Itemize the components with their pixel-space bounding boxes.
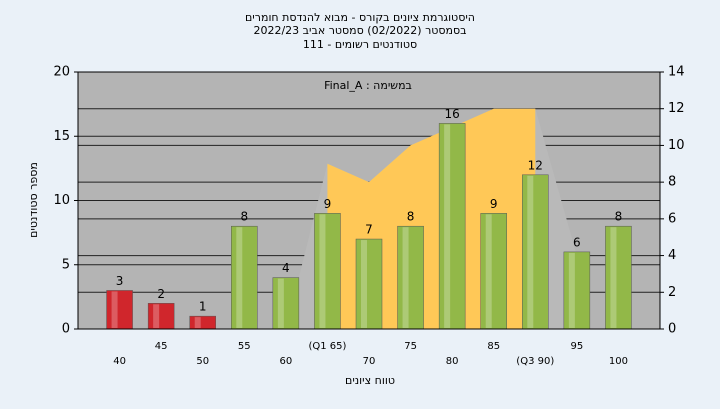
bar-highlight [485, 214, 492, 328]
data-label: 8 [615, 210, 623, 224]
data-label: 9 [490, 197, 498, 211]
y2-tick-label: 12 [668, 101, 685, 116]
bar [355, 238, 383, 330]
y2-tick-label: 6 [668, 211, 676, 226]
data-label: 1 [199, 300, 207, 314]
data-label: 6 [573, 235, 581, 249]
y2-tick-label: 4 [668, 248, 676, 263]
x-tick-label: 40 [113, 356, 126, 367]
bar [522, 174, 549, 330]
chart-title: היסטוגרמת ציונים בקורס - מבוא להנדסת חומ… [245, 11, 475, 24]
data-label: 8 [407, 210, 415, 224]
x-tick-label: 45 [155, 341, 168, 352]
bar-highlight [610, 227, 617, 328]
data-label: 2 [157, 287, 165, 301]
x-tick-label: 70 [363, 356, 376, 367]
bar [106, 290, 133, 330]
bar [272, 277, 300, 330]
x-tick-label: 55 [238, 341, 251, 352]
data-label: 7 [365, 223, 373, 237]
bar [147, 303, 175, 330]
bar [231, 225, 258, 330]
bar-highlight [444, 124, 451, 329]
y2-tick-label: 14 [668, 65, 685, 80]
data-label: 8 [240, 210, 248, 224]
y2-tick-label: 0 [668, 322, 676, 337]
x-tick-label: 75 [404, 341, 417, 352]
annotation: במשימה : Final_A [324, 79, 412, 92]
x-tick-label: 50 [196, 356, 209, 367]
bar-highlight [527, 175, 534, 328]
bar [480, 213, 507, 330]
data-label: 16 [445, 107, 460, 121]
y-axis-label: מספר סטודנטים [27, 162, 40, 238]
y-tick-label: 10 [53, 193, 70, 208]
y2-tick-label: 10 [668, 138, 685, 153]
bar-highlight [111, 291, 118, 328]
data-label: 4 [282, 261, 290, 275]
bar-highlight [319, 214, 326, 328]
x-tick-label: 60 [279, 356, 292, 367]
x-tick-label: (Q1 65) [308, 341, 346, 352]
data-label: 12 [528, 158, 543, 172]
bar-highlight [194, 317, 201, 328]
y2-tick-label: 8 [668, 175, 676, 190]
data-label: 3 [116, 274, 124, 288]
x-tick-label: (Q3 90) [516, 356, 554, 367]
y-tick-label: 20 [53, 65, 70, 80]
y-tick-label: 15 [53, 129, 70, 144]
y-tick-label: 5 [62, 257, 70, 272]
y2-tick-label: 2 [668, 285, 676, 300]
chart-subtitle: סטודנטים רשומים - 111 [303, 38, 417, 51]
bar [397, 225, 424, 330]
chart-subtitle: בסמסטר (02/2022) סמסטר אביב 2022/23 [253, 24, 466, 37]
x-tick-label: 85 [487, 341, 500, 352]
bar [563, 251, 591, 330]
y-tick-label: 0 [62, 322, 70, 337]
bar-highlight [361, 240, 367, 328]
bar-highlight [153, 304, 160, 328]
bar [314, 213, 341, 330]
x-tick-label: 80 [446, 356, 459, 367]
bar-highlight [402, 227, 409, 328]
x-axis-label: טווח ציונים [345, 374, 395, 387]
x-tick-label: 95 [570, 341, 583, 352]
bar-highlight [568, 252, 575, 328]
bar [438, 123, 466, 330]
x-tick-label: 100 [609, 356, 628, 367]
data-label: 9 [324, 197, 332, 211]
bar [189, 315, 216, 330]
bar-highlight [277, 278, 284, 328]
bar [605, 225, 632, 330]
bar-highlight [236, 227, 243, 328]
plot-frame [77, 71, 661, 330]
